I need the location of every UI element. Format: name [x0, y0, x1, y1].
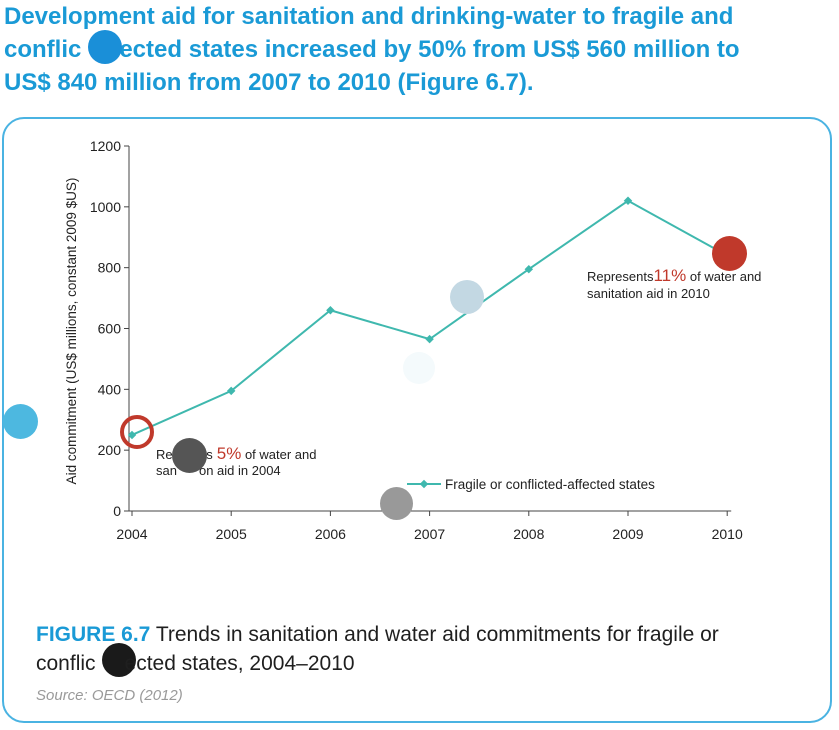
caption-text-a: Trends in sanitation and water aid commi… [150, 623, 719, 646]
annotation-2004-pct: 5% [217, 444, 242, 463]
caption-text-b1: conflic [36, 652, 96, 675]
annotation-2004-line2a: san [156, 463, 177, 478]
y-axis-label: Aid commitment (US$ millions, constant 2… [64, 178, 79, 485]
annotation-2004-line2b: on aid in 2004 [199, 463, 281, 478]
y-tick-label: 600 [98, 321, 122, 337]
series-line [131, 199, 728, 436]
headline-line-3: US$ 840 million from 2007 to 2010 (Figur… [4, 69, 534, 96]
annotation-2010-line-1: Represents11% of water and [587, 266, 761, 285]
overlay-dot-grey [380, 487, 413, 520]
overlay-dot-caption [102, 643, 136, 677]
line-chart: 0 200 400 600 800 1000 1200 2004 2005 2006 2007 200… [64, 138, 761, 542]
annotation-2004-pre: Re [156, 447, 173, 462]
figure-caption: FIGURE 6.7 Trends in sanitation and wate… [36, 620, 816, 678]
overlay-dot-headline [88, 30, 122, 64]
annotation-2010-pre: Represents [587, 269, 654, 284]
headline-line-2b: fected states increased by 50% from US$ … [111, 36, 740, 63]
x-tick-label: 2005 [216, 526, 247, 542]
overlay-dot-red [712, 236, 747, 271]
highlight-circle-2004 [120, 415, 154, 449]
annotation-2004-post: of water and [241, 447, 316, 462]
figure-label: FIGURE 6.7 [36, 623, 151, 646]
overlay-dot-grey-dark [172, 438, 207, 473]
chart-axes: 0 200 400 600 800 1000 1200 2004 2005 2006 2007 200… [90, 138, 743, 542]
annotation-2004-mid: ts [203, 447, 214, 462]
overlay-dot-faint [403, 352, 435, 384]
data-point [425, 334, 434, 344]
data-point [524, 264, 534, 274]
legend: Fragile or conflicted-affected states [407, 477, 655, 492]
annotation-2004-line-1: Re ts 5% of water and [156, 444, 316, 463]
series-layer [127, 196, 732, 440]
y-tick-label: 0 [113, 503, 121, 519]
annotation-2010-post: of water and [686, 269, 761, 284]
overlay-dot-pale [450, 280, 484, 314]
legend-label: Fragile or conflicted-affected states [445, 477, 655, 492]
y-tick-label: 200 [98, 442, 122, 458]
overlay-dot-left [3, 404, 38, 439]
headline-line-2a: conflic [4, 36, 82, 63]
x-tick-label: 2010 [712, 526, 743, 542]
legend-swatch-marker [419, 479, 429, 489]
x-tick-label: 2004 [116, 526, 147, 542]
headline: Development aid for sanitation and drink… [4, 0, 834, 99]
data-point [326, 306, 335, 315]
x-tick-label: 2007 [414, 526, 445, 542]
caption-text-b2: ected states, 2004–2010 [124, 652, 355, 675]
data-point [226, 386, 236, 396]
x-tick-label: 2009 [612, 526, 643, 542]
annotation-2010-line-2: sanitation aid in 2010 [587, 286, 710, 301]
y-tick-label: 1000 [90, 199, 121, 215]
y-tick-label: 400 [98, 381, 122, 397]
y-tick-label: 800 [98, 260, 122, 276]
annotation-2004-line-2: san on aid in 2004 [156, 463, 281, 478]
y-tick-label: 1200 [90, 138, 121, 154]
data-point [127, 430, 137, 440]
headline-line-1: Development aid for sanitation and drink… [4, 3, 734, 30]
source-note: Source: OECD (2012) [36, 687, 183, 704]
annotation-2010-pct: 11% [653, 266, 686, 285]
x-tick-label: 2006 [315, 526, 346, 542]
x-tick-label: 2008 [513, 526, 544, 542]
